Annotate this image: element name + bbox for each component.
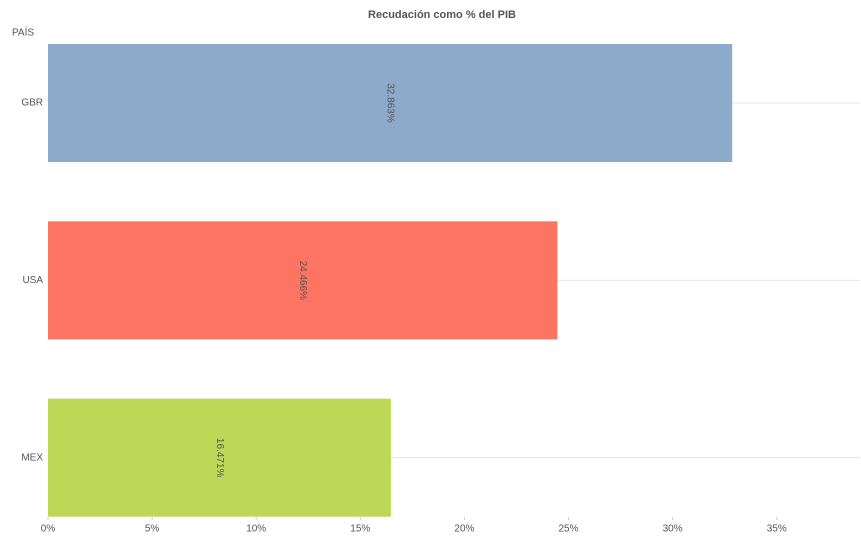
bar <box>48 221 558 340</box>
y-axis-label: PAÍS <box>12 26 34 39</box>
x-tick-label: 5% <box>145 524 160 535</box>
y-tick-label: USA <box>22 275 43 286</box>
y-tick-label: MEX <box>21 452 43 463</box>
x-tick-label: 25% <box>559 524 579 535</box>
y-tick-label: GBR <box>21 98 43 109</box>
x-tick-label: 35% <box>767 524 787 535</box>
x-tick-label: 15% <box>350 524 370 535</box>
x-tick-label: 10% <box>246 524 266 535</box>
x-tick-label: 30% <box>663 524 683 535</box>
data-label: 32.863% <box>384 83 395 123</box>
chart-title: Recudación como % del PIB <box>368 9 516 21</box>
data-label: 24.466% <box>297 261 308 301</box>
data-label: 16.471% <box>214 438 225 478</box>
x-tick-label: 20% <box>454 524 474 535</box>
bar <box>48 398 391 517</box>
x-tick-label: 0% <box>41 524 56 535</box>
bar <box>48 44 733 162</box>
